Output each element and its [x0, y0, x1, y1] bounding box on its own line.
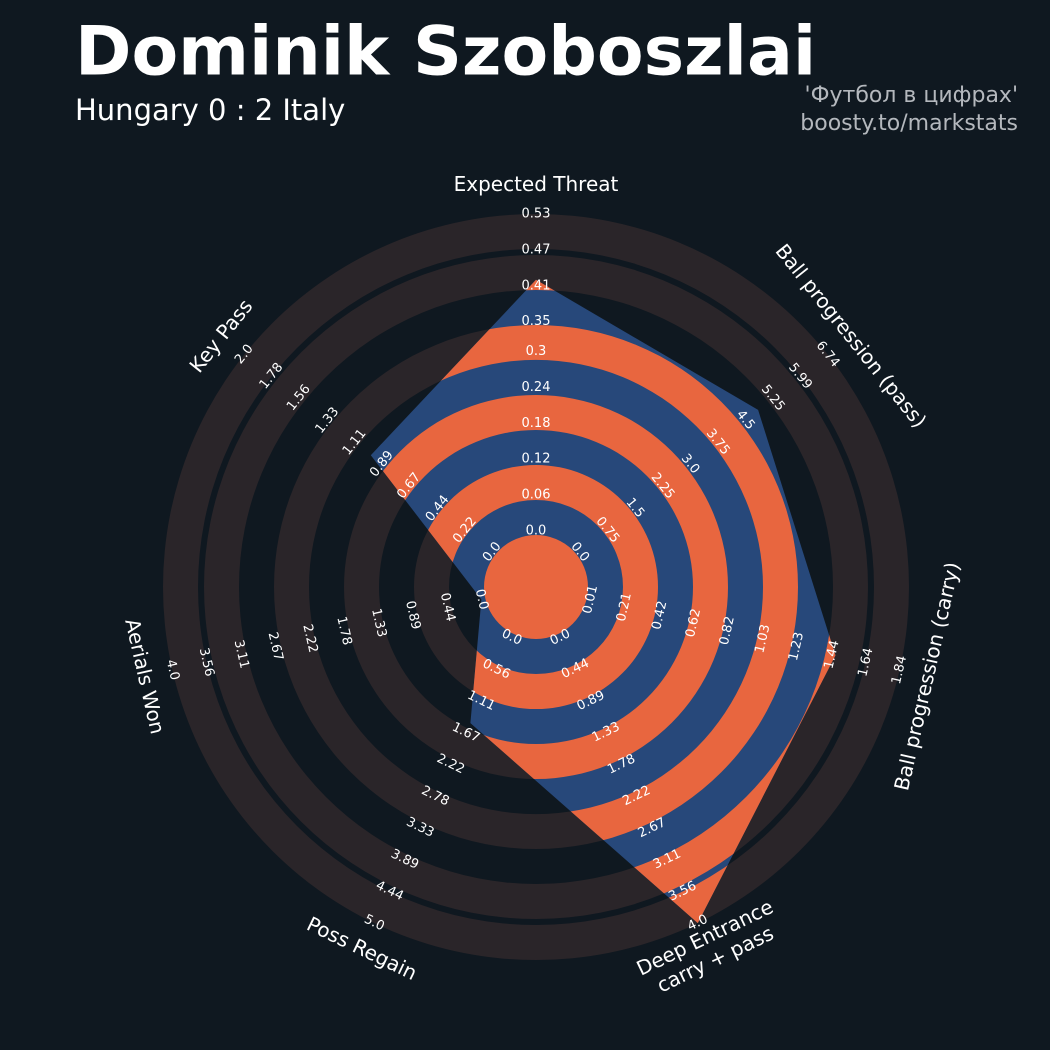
tick-label: 0.18 [522, 416, 551, 431]
tick-label: 0.62 [683, 607, 704, 639]
tick-label: 4.0 [163, 658, 182, 682]
tick-label: 1.23 [786, 631, 807, 663]
tick-label: 0.12 [522, 452, 551, 467]
tick-label: 1.03 [752, 623, 773, 655]
tick-label: 0.24 [522, 380, 551, 395]
axis-label: Expected Threat [454, 172, 619, 196]
tick-label: 3.11 [231, 639, 252, 671]
credit: 'Футбол в цифрах' [805, 83, 1018, 108]
tick-label: 0.21 [614, 591, 635, 623]
tick-label: 1.33 [368, 607, 389, 639]
credit: boosty.to/markstats [800, 111, 1018, 136]
ring-highlight [484, 535, 588, 639]
tick-label: 1.84 [889, 654, 910, 686]
tick-label: 0.0 [526, 524, 547, 539]
tick-label: 0.89 [402, 599, 423, 631]
tick-label: 0.53 [522, 207, 551, 222]
tick-label: 2.22 [299, 623, 320, 655]
tick-label: 0.35 [522, 314, 551, 329]
tick-label: 0.41 [522, 278, 551, 293]
tick-label: 2.67 [265, 631, 286, 663]
tick-label: 0.0 [472, 588, 491, 612]
chart-title: Dominik Szoboszlai [75, 13, 816, 92]
tick-label: 0.47 [522, 242, 551, 257]
tick-label: 1.78 [333, 615, 354, 647]
tick-label: 1.64 [855, 647, 876, 679]
tick-label: 1.44 [822, 639, 843, 671]
tick-label: 0.3 [526, 344, 547, 359]
tick-label: 0.42 [649, 600, 670, 632]
axis-label-line: Expected Threat [454, 172, 619, 196]
tick-label: 0.82 [717, 615, 738, 647]
tick-label: 3.56 [196, 646, 217, 678]
tick-label: 0.06 [522, 488, 551, 503]
chart-subtitle: Hungary 0 : 2 Italy [75, 93, 345, 127]
tick-label: 0.01 [580, 584, 601, 616]
tick-label: 0.44 [437, 591, 458, 623]
